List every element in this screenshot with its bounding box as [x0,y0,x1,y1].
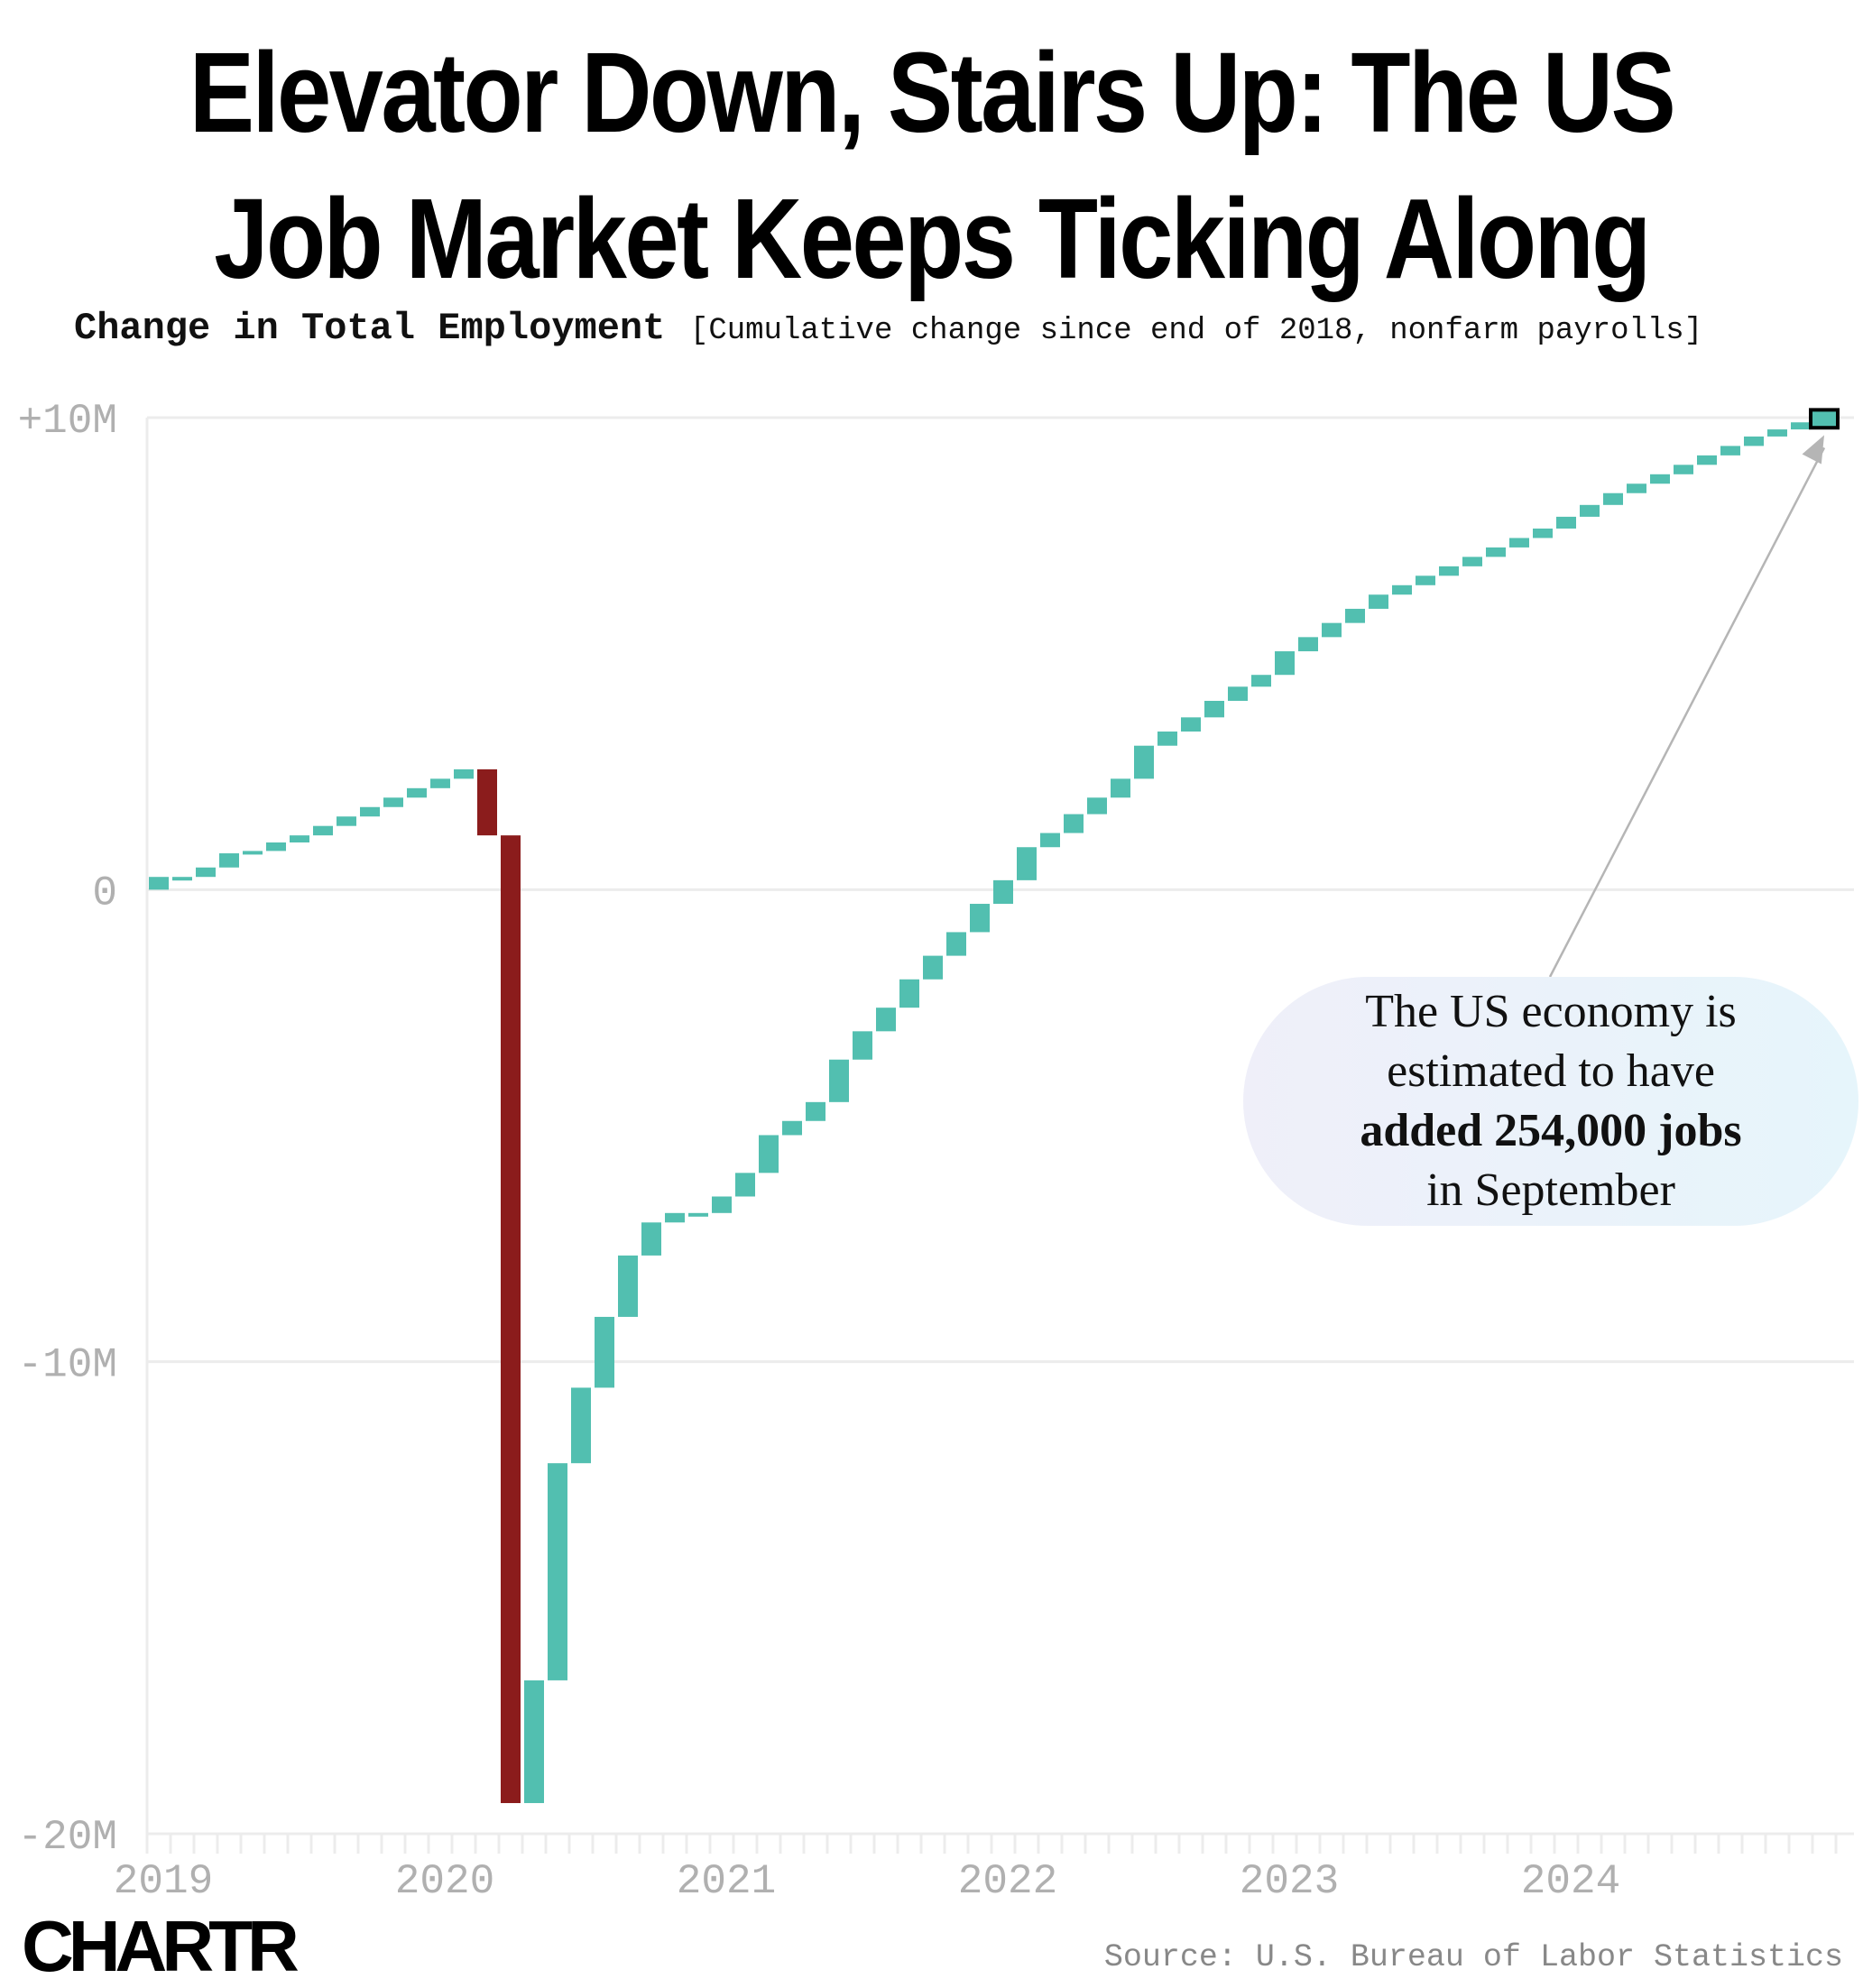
waterfall-bar [360,806,380,817]
waterfall-bar [1134,745,1154,779]
waterfall-bar [1157,732,1177,746]
waterfall-bar [993,879,1013,905]
waterfall-bar [243,851,263,855]
x-tick-label: 2019 [114,1858,213,1905]
waterfall-bar [712,1196,732,1213]
waterfall-bar [782,1120,802,1136]
x-tick-label: 2022 [958,1858,1057,1905]
y-tick-label: 0 [92,870,117,916]
waterfall-bar [1345,608,1365,623]
waterfall-bar [1627,483,1646,493]
x-tick-label: 2024 [1521,1858,1620,1905]
callout-line-3-bold: added 254,000 jobs [1360,1105,1742,1156]
waterfall-bar [501,835,521,1803]
waterfall-bar [853,1031,872,1060]
waterfall-bar [266,842,286,851]
waterfall-bar [1697,455,1717,465]
annotation-arrow-line [1548,446,1826,978]
y-tick-label: -20M [18,1814,117,1861]
source-note: Source: U.S. Bureau of Labor Statistics [1103,1939,1843,1975]
chart-subtitle-note: [Cumulative change since end of 2018, no… [689,314,1703,348]
waterfall-bar [595,1316,614,1388]
waterfall-bar [946,932,966,956]
y-tick-label: +10M [18,398,117,445]
waterfall-bar [1017,847,1037,880]
chart-title: Elevator Down, Stairs Up: The US Job Mar… [131,20,1733,312]
waterfall-bar [172,877,192,881]
subtitle-row: Change in Total Employment [Cumulative c… [74,307,1702,350]
waterfall-bar [1181,717,1201,732]
waterfall-bar [970,904,990,933]
waterfall-bar [641,1222,661,1256]
waterfall-bar [1228,686,1248,701]
highlighted-bar [1809,408,1840,430]
callout-line-3: added 254,000 jobs [1360,1101,1741,1161]
waterfall-bar [407,787,427,798]
waterfall-bar [1040,833,1060,848]
chartr-logo: CHARTR [22,1906,300,1986]
x-tick-label: 2023 [1240,1858,1339,1905]
x-tick-label: 2020 [395,1858,494,1905]
chart-subtitle: Change in Total Employment [74,307,666,350]
waterfall-bar [337,816,356,826]
waterfall-bar [524,1680,544,1803]
waterfall-bar [806,1101,825,1121]
waterfall-bar [477,769,497,836]
waterfall-bar [1064,814,1084,833]
waterfall-bar [1462,557,1482,566]
waterfall-bar [313,825,333,836]
title-line-2: Job Market Keeps Ticking Along [214,175,1651,302]
waterfall-bar [1298,637,1318,652]
title-line-1: Elevator Down, Stairs Up: The US [189,29,1676,156]
waterfall-bar [1580,504,1600,517]
waterfall-bar [383,797,403,807]
waterfall-bar [618,1255,638,1317]
callout-line-1: The US economy is [1365,986,1737,1037]
waterfall-bar [829,1059,849,1102]
waterfall-bar [1650,474,1670,484]
waterfall-bar [1416,575,1435,585]
waterfall-bar [1392,584,1412,595]
waterfall-bar [196,867,216,878]
waterfall-bar [1251,675,1271,687]
waterfall-bar [759,1135,779,1173]
waterfall-bar [735,1173,755,1197]
waterfall-bar [1791,422,1811,430]
waterfall-bar [454,769,474,779]
waterfall-bar [1486,547,1506,557]
waterfall-bar [1087,797,1107,815]
waterfall-bar [923,955,943,980]
waterfall-bar [1111,778,1130,798]
waterfall-bar [219,853,239,868]
waterfall-bar [571,1387,591,1464]
waterfall-bar [1744,436,1764,446]
waterfall-bar [1767,429,1787,437]
waterfall-bar [1439,566,1459,576]
waterfall-bar [1369,594,1388,609]
waterfall-bar [899,979,919,1008]
waterfall-bar [1509,538,1529,548]
waterfall-bar [290,835,309,842]
waterfall-bar [1275,651,1295,676]
x-tick-label: 2021 [677,1858,776,1905]
callout-line-2: estimated to have [1387,1045,1715,1097]
waterfall-bar [688,1212,708,1217]
waterfall-bar [1533,528,1553,538]
waterfall-bar [548,1463,567,1680]
waterfall-bar [149,877,169,890]
waterfall-bar [1322,622,1342,638]
waterfall-bar [1204,701,1224,718]
y-tick-label: -10M [18,1342,117,1389]
waterfall-bar [1720,446,1740,456]
waterfall-bar [1603,492,1623,505]
waterfall-bar [1674,465,1693,474]
waterfall-bar [1556,516,1576,529]
waterfall-bar [665,1212,685,1223]
annotation-arrow-head [1802,435,1824,465]
waterfall-bar [430,778,450,788]
annotation-callout: The US economy is estimated to have adde… [1243,977,1858,1226]
waterfall-bar [876,1008,896,1032]
callout-line-4: in September [1426,1164,1675,1216]
